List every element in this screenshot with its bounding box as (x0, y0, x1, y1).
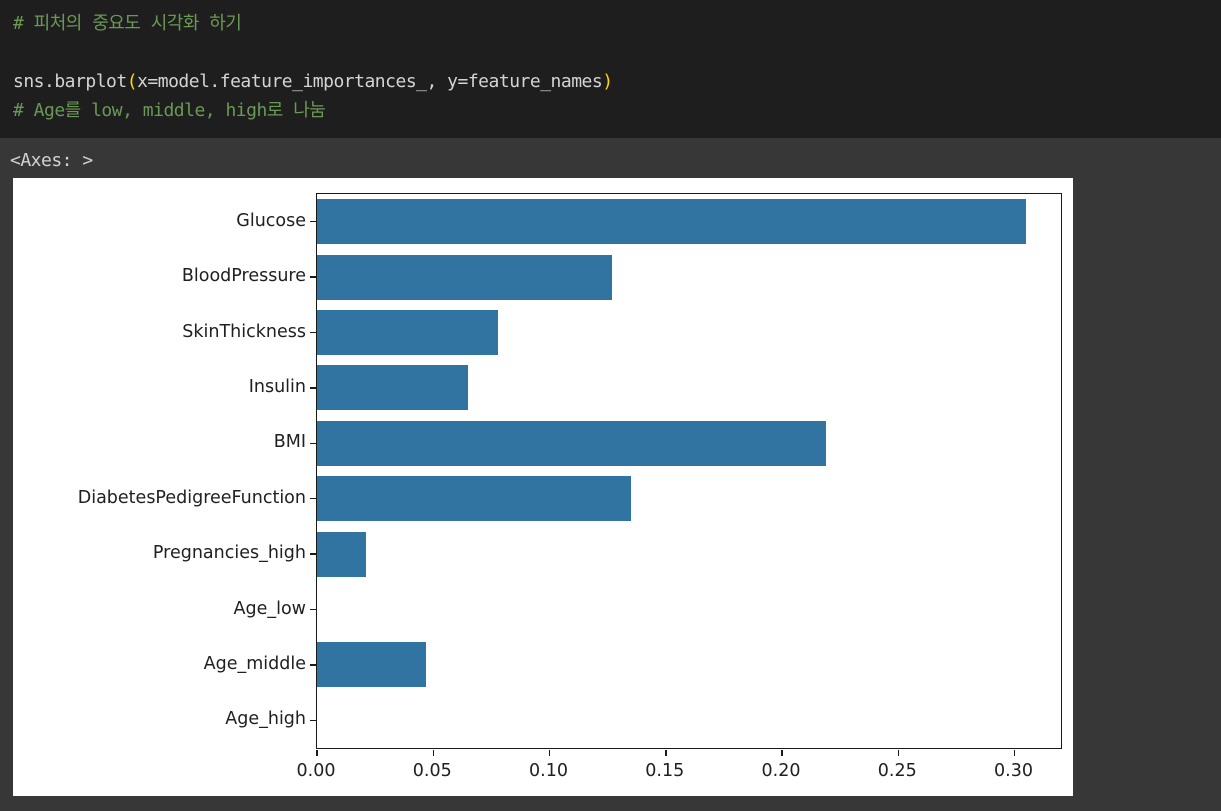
y-tick-label: BloodPressure (181, 266, 306, 287)
x-axis-tick (316, 749, 318, 756)
bar (317, 642, 427, 688)
output-area: <Axes: > Glucose BloodPressure SkinThickne… (0, 138, 1221, 811)
x-axis-tick (665, 749, 667, 756)
y-axis-tick (309, 553, 316, 555)
y-axis-tick (309, 664, 316, 666)
y-tick-label: Pregnancies_high (152, 543, 306, 564)
code-statement-line: sns.barplot(x=model.feature_importances_… (0, 67, 1221, 96)
bar (317, 365, 469, 411)
y-axis-tick (309, 497, 316, 500)
y-tick-label: DiabetesPedigreeFunction (77, 487, 306, 508)
code-blank-line (0, 38, 1221, 67)
code-arguments: x=model.feature_importances_, y=feature_… (137, 71, 603, 92)
y-axis-tick (309, 608, 316, 611)
y-tick-label: BMI (273, 432, 306, 453)
x-tick-label: 0.10 (529, 761, 568, 781)
y-axis-tick (309, 220, 316, 223)
axes-repr-text: <Axes: > (10, 150, 93, 171)
y-axis-tick (309, 387, 316, 389)
x-tick-label: 0.05 (412, 761, 452, 781)
code-comment-line-2: # Age를 low, middle, high로 나눔 (13, 100, 326, 121)
y-tick-label: Age_high (225, 709, 306, 730)
bar (317, 310, 499, 355)
x-axis-tick (781, 749, 783, 756)
x-axis-tick (897, 749, 899, 756)
close-paren: ) (602, 71, 613, 92)
y-tick-label: SkinThickness (182, 321, 306, 342)
x-tick-label: 0.15 (645, 761, 685, 781)
x-tick-label: 0.25 (877, 761, 917, 781)
open-paren: ( (126, 71, 138, 92)
y-tick-label: Glucose (236, 210, 306, 231)
code-function-name: sns.barplot (13, 71, 127, 92)
bar (317, 531, 366, 577)
plot-area (309, 193, 1062, 756)
bar-chart-figure: Glucose BloodPressure SkinThickness Insulin… (13, 178, 1073, 796)
bar (317, 420, 827, 466)
x-tick-label: 0.00 (296, 761, 336, 781)
bar (317, 476, 631, 522)
x-axis-tick (1013, 749, 1016, 756)
code-comment-line: # 피처의 중요도 시각화 하기 (13, 13, 242, 34)
y-axis-tick (309, 331, 316, 334)
bar (317, 254, 613, 300)
y-axis-tick (309, 276, 316, 278)
y-axis-tick (309, 719, 316, 722)
y-axis-tick (309, 442, 316, 445)
y-tick-label: Age_low (233, 598, 306, 619)
y-tick-label: Insulin (248, 376, 306, 397)
x-axis-tick (432, 749, 434, 756)
x-axis-tick (548, 749, 551, 756)
bar (317, 199, 1027, 245)
y-tick-label: Age_middle (203, 653, 306, 674)
x-tick-label: 0.30 (994, 761, 1033, 781)
x-tick-label: 0.20 (761, 761, 801, 781)
code-cell[interactable]: # 피처의 중요도 시각화 하기 sns.barplot(x=model.fea… (0, 0, 1221, 147)
